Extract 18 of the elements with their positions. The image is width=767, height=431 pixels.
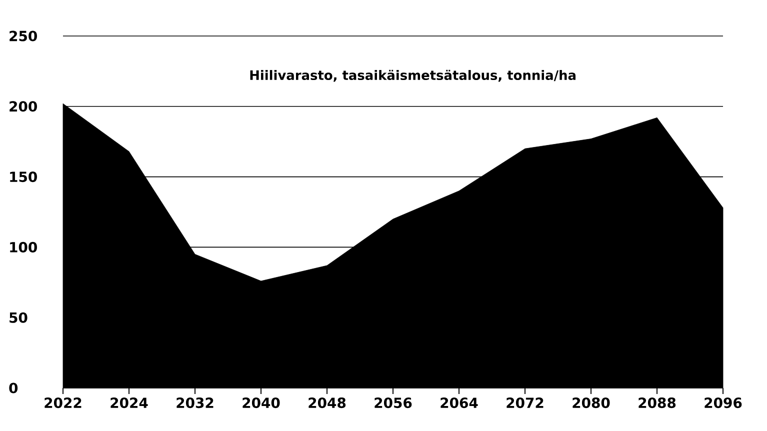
text: Hiilivarasto, tasaikäismetsätalous, tonnia/ha <box>250 70 576 82</box>
y-tick-label: 150 <box>10 172 37 182</box>
x-tick-label: 2024 <box>110 398 148 408</box>
y-tick-label: 50 <box>10 312 28 323</box>
x-tick-label: 2072 <box>506 398 544 408</box>
x-tick-label: 2040 <box>242 398 280 408</box>
x-tick-label: 2022 <box>44 398 82 408</box>
y-tick-label: 200 <box>10 101 37 112</box>
x-tick-label: 2064 <box>440 398 478 408</box>
y-tick-label: 0 <box>9 382 18 394</box>
x-tick-label: 2048 <box>308 398 346 408</box>
x-tick-label: 2080 <box>572 398 610 408</box>
x-tick-label: 2096 <box>704 398 742 408</box>
x-tick-label: 2056 <box>374 398 412 408</box>
y-tick-label: 250 <box>10 30 37 42</box>
y-tick-label: 100 <box>10 242 37 252</box>
x-tick-label: 2088 <box>638 398 676 408</box>
x-tick-label: 2032 <box>176 398 214 408</box>
